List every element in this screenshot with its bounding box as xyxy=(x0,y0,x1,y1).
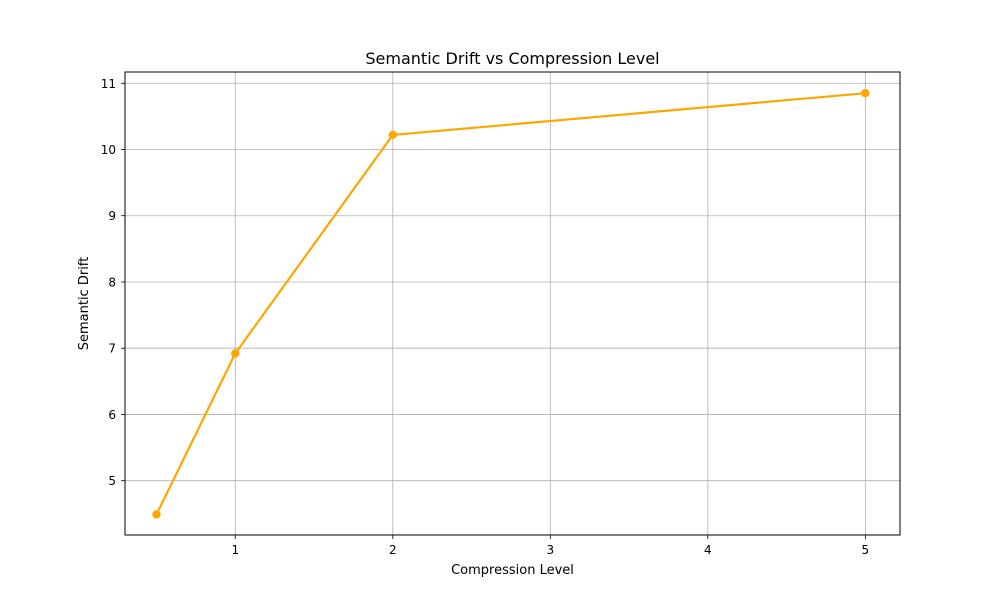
y-tick-label: 8 xyxy=(108,275,116,289)
x-tick-label: 3 xyxy=(546,543,554,557)
y-tick-label: 10 xyxy=(101,143,116,157)
y-tick-label: 9 xyxy=(108,209,116,223)
y-tick-label: 11 xyxy=(101,77,116,91)
data-point xyxy=(861,88,870,98)
y-axis: 5 6 7 8 9 10 11 xyxy=(101,77,125,488)
x-tick-label: 1 xyxy=(231,543,239,557)
y-tick-label: 7 xyxy=(108,342,116,356)
data-point xyxy=(152,510,161,519)
series-layer xyxy=(152,88,870,519)
x-tick-label: 4 xyxy=(704,543,712,557)
data-point xyxy=(388,130,397,140)
plot-area-frame xyxy=(124,71,901,536)
x-tick-label: 5 xyxy=(862,543,870,557)
chart-title: Semantic Drift vs Compression Level xyxy=(365,49,659,68)
grid xyxy=(125,72,900,535)
y-tick-label: 5 xyxy=(108,474,116,488)
data-point xyxy=(231,349,240,358)
y-axis-label: Semantic Drift xyxy=(77,257,92,351)
x-tick-label: 2 xyxy=(389,543,397,557)
x-axis-label: Compression Level xyxy=(451,563,574,578)
x-axis: 1 2 3 4 5 xyxy=(231,535,869,557)
series-line xyxy=(155,92,867,516)
y-tick-label: 6 xyxy=(108,408,116,422)
